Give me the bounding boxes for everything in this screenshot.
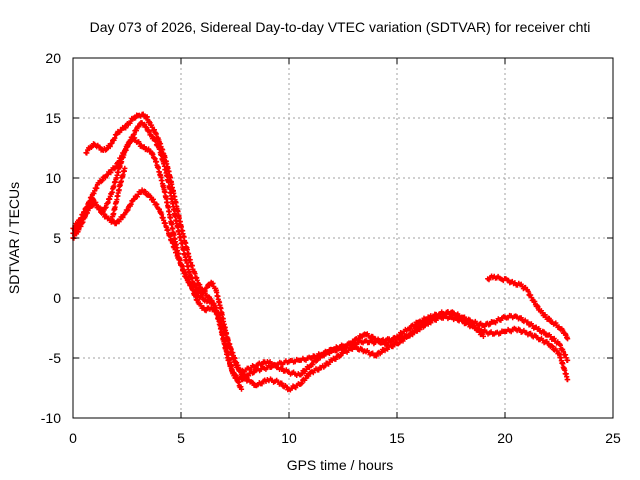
y-tick-label: -10 xyxy=(41,410,61,426)
x-tick-label: 0 xyxy=(69,430,77,446)
x-tick-label: 20 xyxy=(497,430,513,446)
axis-ticks: 0 5 10 15 20 25 -10 -5 0 5 10 15 20 xyxy=(41,50,621,446)
x-tick-label: 5 xyxy=(177,430,185,446)
x-axis-label: GPS time / hours xyxy=(287,457,394,473)
grid-lines xyxy=(73,58,613,418)
y-tick-label: -5 xyxy=(49,350,62,366)
x-tick-label: 10 xyxy=(281,430,297,446)
series-track-6 xyxy=(109,165,128,223)
series-track-4 xyxy=(83,111,245,392)
y-tick-label: 15 xyxy=(45,110,61,126)
x-tick-label: 15 xyxy=(389,430,405,446)
data-points xyxy=(70,111,571,393)
series-markers xyxy=(83,111,245,392)
y-axis-label: SDTVAR / TECUs xyxy=(6,182,22,294)
y-tick-label: 20 xyxy=(45,50,61,66)
x-tick-label: 25 xyxy=(605,430,621,446)
y-tick-label: 10 xyxy=(45,170,61,186)
y-tick-label: 0 xyxy=(53,290,61,306)
series-track-5 xyxy=(485,273,571,342)
chart-title: Day 073 of 2026, Sidereal Day-to-day VTE… xyxy=(90,19,591,35)
y-tick-label: 5 xyxy=(53,230,61,246)
series-markers xyxy=(485,273,571,342)
series-markers xyxy=(109,165,128,223)
